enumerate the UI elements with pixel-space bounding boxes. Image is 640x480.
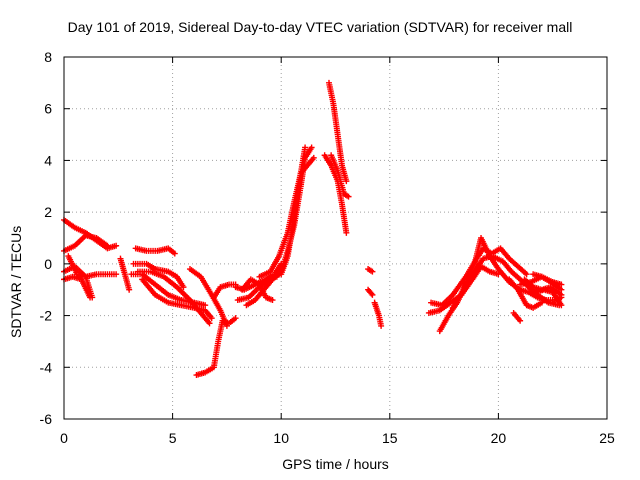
x-tick-label: 25	[599, 430, 615, 446]
data-point-marker	[558, 302, 565, 309]
y-tick-label: 0	[44, 256, 52, 272]
data-point-marker	[180, 284, 187, 291]
data-point-marker	[369, 291, 376, 298]
data-point-marker	[558, 291, 565, 298]
data-point-marker	[310, 154, 317, 161]
x-axis-label: GPS time / hours	[282, 456, 389, 472]
data-points	[61, 79, 565, 379]
plot-frame	[63, 56, 608, 420]
y-axis-label: SDTVAR / TECUs	[8, 225, 24, 338]
data-point-marker	[113, 271, 120, 278]
y-tick-label: 8	[44, 49, 52, 65]
data-point-marker	[89, 294, 96, 301]
y-tick-label: -6	[40, 411, 53, 427]
data-point-marker	[523, 271, 530, 278]
data-point-marker	[171, 250, 178, 257]
x-tick-label: 5	[169, 430, 177, 446]
chart-title: Day 101 of 2019, Sidereal Day-to-day VTE…	[67, 19, 573, 35]
data-point-marker	[202, 302, 209, 309]
data-point-marker	[558, 286, 565, 293]
y-tick-label: -4	[40, 359, 53, 375]
x-tick-label: 0	[60, 430, 68, 446]
data-point-marker	[308, 144, 315, 151]
data-point-marker	[538, 299, 545, 306]
data-point-marker	[302, 144, 309, 151]
data-point-marker	[517, 317, 524, 324]
y-tick-label: 6	[44, 101, 52, 117]
data-point-marker	[208, 315, 215, 322]
data-point-marker	[368, 290, 375, 297]
x-tick-label: 15	[382, 430, 398, 446]
x-tick-label: 10	[273, 430, 289, 446]
data-point-marker	[343, 229, 350, 236]
data-point-marker	[345, 193, 352, 200]
data-point-marker	[104, 242, 111, 249]
y-tick-label: -2	[40, 308, 53, 324]
data-point-marker	[269, 297, 276, 304]
data-point-marker	[369, 268, 376, 275]
data-point-marker	[206, 320, 213, 327]
data-point-marker	[558, 281, 565, 288]
y-tick-label: 2	[44, 204, 52, 220]
data-point-marker	[126, 286, 133, 293]
axis-ticks: 0 5 10 15 20 25 -6 -4 -2 0 2 4 6 8	[40, 49, 615, 446]
x-tick-label: 20	[491, 430, 507, 446]
data-point-marker	[343, 178, 350, 185]
data-point-marker	[378, 322, 385, 329]
data-point-marker	[113, 242, 120, 249]
data-point-marker	[232, 315, 239, 322]
y-tick-label: 4	[44, 152, 52, 168]
